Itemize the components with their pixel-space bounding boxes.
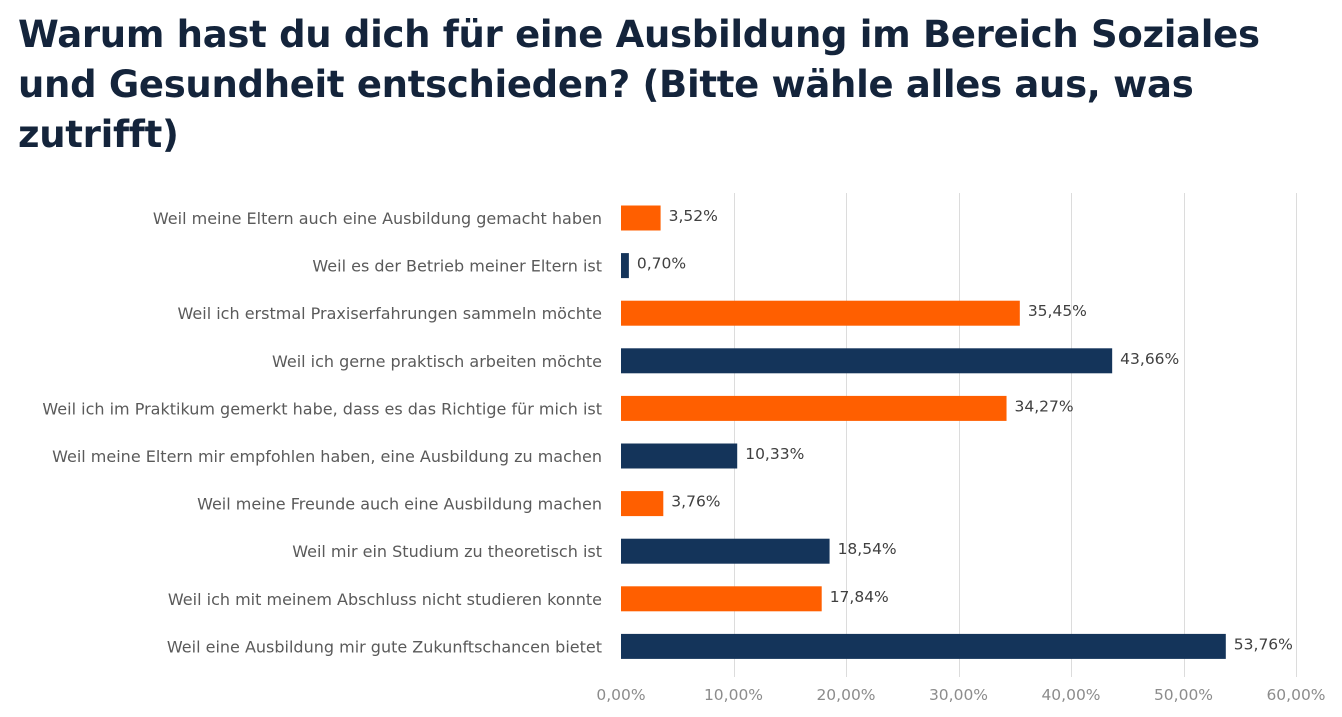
data-label: 35,45% <box>1028 302 1087 320</box>
x-tick-label: 10,00% <box>704 686 763 704</box>
category-label: Weil meine Eltern mir empfohlen haben, e… <box>52 447 602 466</box>
x-tick-label: 60,00% <box>1266 686 1325 704</box>
data-label: 3,76% <box>671 493 720 511</box>
bar <box>621 538 830 564</box>
category-label: Weil ich im Praktikum gemerkt habe, dass… <box>42 399 602 418</box>
bar <box>621 443 738 469</box>
data-label: 18,54% <box>838 540 897 558</box>
category-label: Weil eine Ausbildung mir gute Zukunftsch… <box>167 637 602 656</box>
bar <box>621 395 1007 421</box>
data-label: 34,27% <box>1015 397 1074 415</box>
bar <box>621 586 822 612</box>
category-label: Weil ich erstmal Praxiserfahrungen samme… <box>178 304 602 323</box>
category-label: Weil ich gerne praktisch arbeiten möchte <box>272 352 602 371</box>
data-label: 3,52% <box>669 207 718 225</box>
bar <box>621 205 661 231</box>
data-label: 43,66% <box>1120 350 1179 368</box>
data-label: 17,84% <box>830 588 889 606</box>
category-label: Weil ich mit meinem Abschluss nicht stud… <box>168 590 602 609</box>
category-label: Weil meine Freunde auch eine Ausbildung … <box>197 495 602 514</box>
bar <box>621 300 1020 326</box>
category-label: Weil es der Betrieb meiner Eltern ist <box>312 257 602 276</box>
chart-title: Warum hast du dich für eine Ausbildung i… <box>18 13 1260 156</box>
x-tick-label: 0,00% <box>596 686 645 704</box>
category-label: Weil meine Eltern auch eine Ausbildung g… <box>153 209 602 228</box>
data-label: 10,33% <box>745 445 804 463</box>
bar <box>621 348 1113 374</box>
x-tick-label: 20,00% <box>816 686 875 704</box>
x-tick-label: 30,00% <box>929 686 988 704</box>
bar <box>621 253 629 279</box>
category-label: Weil mir ein Studium zu theoretisch ist <box>292 542 602 561</box>
bar <box>621 633 1226 659</box>
x-tick-label: 40,00% <box>1041 686 1100 704</box>
x-tick-label: 50,00% <box>1154 686 1213 704</box>
data-label: 53,76% <box>1234 635 1293 653</box>
data-label: 0,70% <box>637 255 686 273</box>
bar <box>621 491 664 517</box>
